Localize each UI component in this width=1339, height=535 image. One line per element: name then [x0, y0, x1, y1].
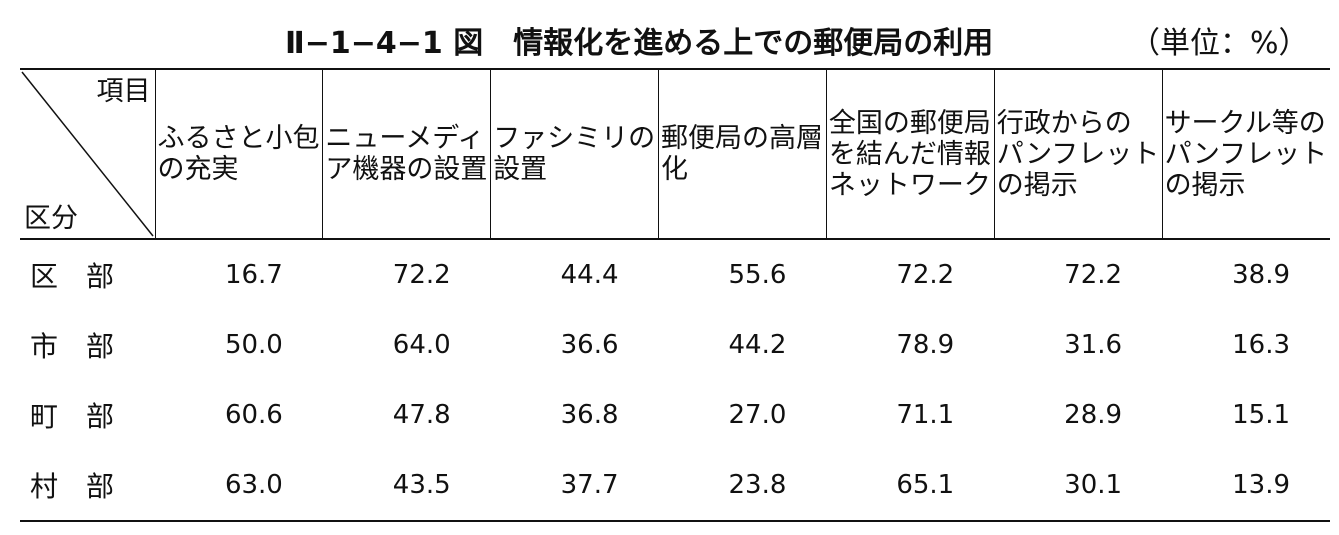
- cell: 13.9: [1232, 470, 1290, 500]
- unit: （単位：%）: [1130, 26, 1309, 61]
- cell: 38.9: [1232, 260, 1290, 290]
- cell: 28.9: [1064, 400, 1123, 430]
- cell: 64.0: [392, 330, 451, 360]
- cell: 44.2: [728, 330, 787, 360]
- cell: 16.7: [224, 260, 283, 290]
- cell: 47.8: [392, 400, 451, 430]
- column-header: 郵便局の高層化: [658, 69, 827, 240]
- row: 市 部 50.0 64.0 36.6 44.2 78.9 31.6 16.3: [20, 310, 1330, 380]
- column-header: ふるさと小包の充実: [154, 69, 323, 240]
- row: 村 部 63.0 43.5 37.7 23.8 65.1 30.1 13.9: [20, 450, 1330, 521]
- cell: 50.0: [224, 330, 283, 360]
- cell: 72.2: [1064, 260, 1123, 290]
- row-label: 町 部: [30, 400, 115, 433]
- cell: 65.1: [896, 470, 955, 500]
- cell: 36.6: [560, 330, 619, 360]
- cell: 31.6: [1064, 330, 1123, 360]
- cell: 72.2: [896, 260, 955, 290]
- cell: 30.1: [1064, 470, 1123, 500]
- title: Ⅱ−1−4−1 図 情報化を進める上での郵便局の利用: [285, 26, 994, 61]
- cell: 71.1: [896, 400, 955, 430]
- corner-diagonal: [21, 71, 154, 237]
- cell: 43.5: [392, 470, 451, 500]
- corner-top: 項目: [96, 76, 151, 107]
- corner-bottom: 区分: [24, 203, 78, 234]
- cell: 63.0: [224, 470, 283, 500]
- cell: 23.8: [728, 470, 787, 500]
- cell: 15.1: [1232, 400, 1290, 430]
- cell: 55.6: [728, 260, 787, 290]
- cell: 36.8: [560, 400, 619, 430]
- cell: 78.9: [896, 330, 955, 360]
- cell: 60.6: [224, 400, 283, 430]
- column-header: 全国の郵便局を結んだ情報ネットワーク: [825, 69, 995, 240]
- row: 町 部 60.6 47.8 36.8 27.0 71.1 28.9 15.1: [20, 380, 1330, 450]
- row-label: 市 部: [30, 330, 115, 363]
- column-header: ファシミリの設置: [490, 69, 659, 240]
- cell: 37.7: [560, 470, 619, 500]
- cell: 44.4: [560, 260, 619, 290]
- corner: 項目 区分: [20, 69, 155, 240]
- row-label: 区 部: [30, 260, 115, 293]
- column-header: サークル等のパンフレットの掲示: [1161, 69, 1330, 240]
- header-row: 項目 区分 ふるさと小包の充実 ニューメディア機器の設置 ファシミリの設置 郵便局の高…: [20, 69, 1330, 240]
- column-header: 行政からのパンフレットの掲示: [993, 69, 1163, 240]
- table: 項目 区分 ふるさと小包の充実 ニューメディア機器の設置 ファシミリの設置 郵便局の高…: [20, 68, 1330, 522]
- cell: 72.2: [392, 260, 451, 290]
- column-header: ニューメディア機器の設置: [322, 69, 491, 240]
- cell: 27.0: [728, 400, 787, 430]
- row-label: 村 部: [30, 470, 115, 503]
- row: 区 部 16.7 72.2 44.4 55.6 72.2 72.2 38.9: [20, 239, 1330, 310]
- cell: 16.3: [1232, 330, 1290, 360]
